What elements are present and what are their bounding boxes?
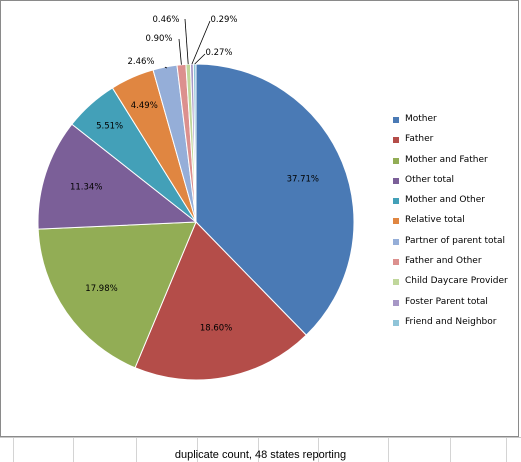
slice-value-label: 37.71% [287, 175, 319, 185]
slice-value-label: 0.27% [205, 48, 232, 58]
legend-swatch [393, 198, 399, 205]
grid-line [318, 438, 319, 462]
legend-swatch [393, 157, 399, 164]
legend-swatch [393, 238, 399, 245]
pie-slice [37, 123, 198, 230]
leader-line [178, 38, 182, 65]
slice-value-label: 5.51% [96, 122, 123, 132]
grid-line [506, 438, 507, 462]
legend-swatch [393, 279, 399, 286]
legend-label: Partner of parent total [405, 235, 506, 246]
grid-line [258, 438, 259, 462]
legend-label: Mother and Other [405, 195, 485, 206]
slice-value-label: 2.46% [127, 57, 154, 67]
legend-swatch [393, 137, 399, 144]
grid-line [388, 438, 389, 462]
chart-area: 37.71% 18.60% 17.98% 11.34% 5.51% 4.49% 2.46% 0… [0, 0, 519, 437]
leader-line [164, 66, 168, 69]
legend-swatch [393, 299, 399, 306]
slice-value-label: 17.98% [85, 284, 117, 294]
leader-line [191, 20, 211, 65]
legend-label: Father [405, 134, 434, 145]
legend-label: Mother and Father [405, 154, 488, 165]
legend-label: Foster Parent total [405, 296, 488, 307]
grid-line [13, 438, 14, 462]
legend-label: Mother [405, 114, 437, 124]
pie-slice [192, 63, 197, 223]
slice-value-label: 4.49% [131, 101, 158, 111]
legend-swatch [393, 177, 399, 184]
pie-slice [134, 221, 307, 381]
legend-swatch [393, 117, 399, 123]
grid-line [136, 438, 137, 462]
footnote: duplicate count, 48 states reporting [174, 449, 347, 461]
slice-value-label: 18.60% [200, 324, 232, 334]
legend-swatch [393, 218, 399, 225]
pie-chart: 37.71% 18.60% 17.98% 11.34% 5.51% 4.49% 2.46% 0… [37, 15, 355, 381]
leader-line [184, 18, 189, 65]
grid-line [73, 438, 74, 462]
spreadsheet-strip [0, 437, 521, 462]
grid-line [450, 438, 451, 462]
slice-value-label: 11.34% [70, 183, 102, 193]
pie-slice [37, 221, 197, 369]
legend-label: Father and Other [405, 256, 482, 267]
slice-value-label: 0.46% [152, 15, 179, 25]
grid-line [197, 438, 198, 462]
legend-label: Other total [405, 174, 454, 185]
leader-line [194, 53, 206, 65]
legend-swatch [393, 319, 399, 326]
legend-swatch [393, 259, 399, 266]
legend-label: Friend and Neighbor [405, 316, 497, 327]
legend-label: Child Daycare Provider [405, 276, 508, 287]
slice-value-label: 0.90% [145, 34, 172, 44]
legend-label: Relative total [405, 215, 465, 226]
slice-value-label: 0.29% [210, 15, 237, 25]
pie-slice [195, 63, 355, 336]
